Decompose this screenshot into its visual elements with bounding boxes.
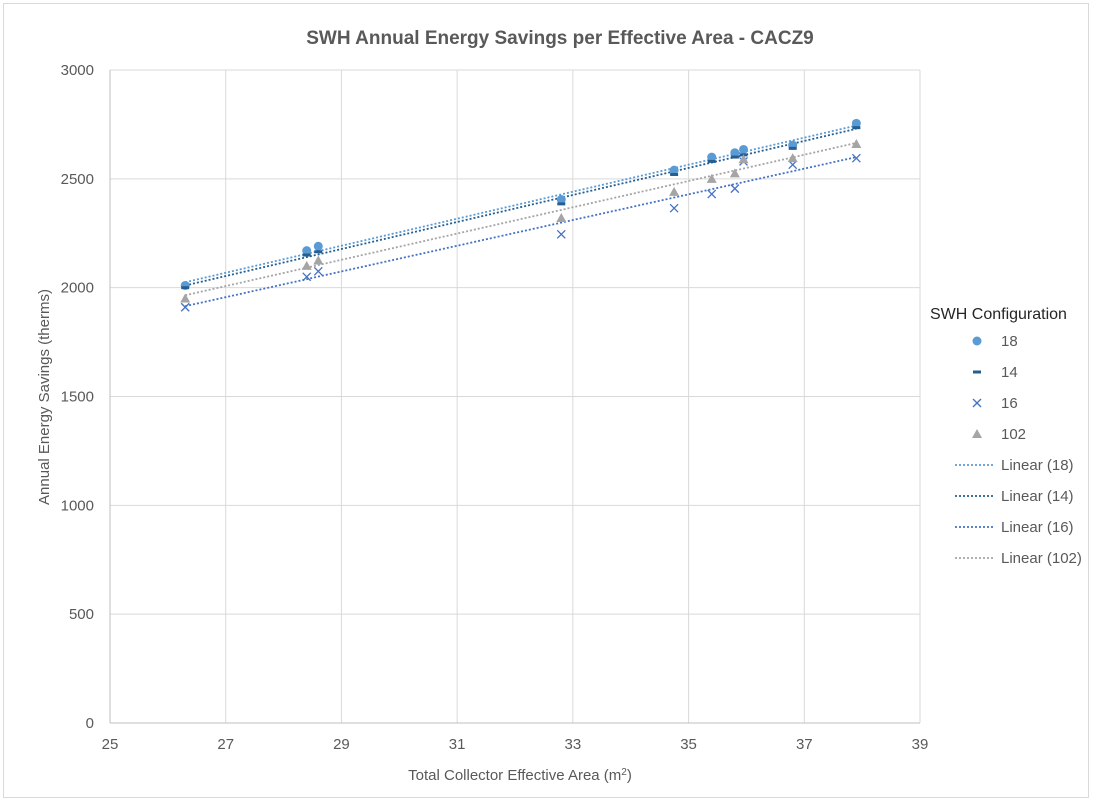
legend-label: 18	[1001, 333, 1018, 350]
legend-label: Linear (16)	[1001, 519, 1074, 536]
data-point-series-2	[314, 250, 323, 254]
data-point-series-4	[787, 153, 798, 163]
data-point-series-2	[788, 146, 797, 150]
legend-label: Linear (102)	[1001, 550, 1082, 567]
data-points	[180, 118, 862, 312]
grid	[110, 69, 921, 723]
data-point-series-1	[707, 152, 717, 162]
trendline-1	[185, 124, 857, 284]
y-tick-label: 2500	[61, 171, 94, 188]
data-point-series-3	[313, 266, 323, 276]
x-marker-stroke	[180, 302, 190, 312]
data-point-series-1	[556, 195, 566, 205]
x-marker-stroke	[707, 189, 717, 199]
legend-label: 16	[1001, 395, 1018, 412]
y-tick-label: 1500	[61, 389, 94, 406]
trendlines	[185, 124, 857, 308]
trendline-2	[185, 127, 857, 287]
data-point-series-3	[302, 272, 312, 282]
legend: SWH Configuration 18 14 16 102 Linear (18) Li…	[930, 306, 1082, 567]
x-tick-label: 37	[796, 736, 813, 753]
data-point-series-2	[557, 202, 566, 206]
legend-label: 14	[1001, 364, 1018, 381]
data-point-series-2	[730, 155, 739, 159]
x-marker-stroke	[313, 266, 323, 276]
data-point-series-1	[739, 144, 749, 154]
legend-marker-3	[972, 398, 982, 408]
data-point-series-1	[669, 165, 679, 175]
data-point-series-2	[670, 172, 679, 176]
x-tick-label: 27	[217, 736, 234, 753]
x-marker-stroke	[851, 153, 861, 163]
x-marker-stroke	[556, 229, 566, 239]
data-point-series-3	[180, 302, 190, 312]
axes: 0 500 1000 1500 2000 2500 3000 25 27 29 31 33 35 37 39	[61, 62, 929, 753]
trendline-3	[185, 156, 857, 308]
x-tick-label: 29	[333, 736, 350, 753]
y-tick-label: 0	[86, 715, 94, 732]
x-marker-stroke	[730, 184, 740, 194]
x-axis-label: Total Collector Effective Area (m2)	[408, 767, 632, 785]
data-point-series-4	[180, 293, 191, 303]
legend-marker-4	[972, 429, 982, 438]
y-tick-label: 1000	[61, 497, 94, 514]
data-point-series-4	[669, 186, 680, 196]
data-point-series-1	[302, 246, 312, 256]
x-marker-stroke	[302, 272, 312, 282]
x-tick-label: 35	[680, 736, 697, 753]
x-marker-stroke	[972, 398, 982, 408]
chart-title: SWH Annual Energy Savings per Effective …	[306, 28, 814, 49]
y-tick-label: 500	[69, 606, 94, 623]
trendline-4	[185, 142, 857, 297]
legend-label: 102	[1001, 426, 1026, 443]
y-tick-label: 2000	[61, 280, 94, 297]
y-axis-label: Annual Energy Savings (therms)	[36, 289, 53, 505]
data-point-series-2	[302, 253, 311, 257]
legend-title: SWH Configuration	[930, 306, 1067, 323]
x-tick-label: 39	[912, 736, 929, 753]
data-point-series-1	[851, 118, 861, 128]
x-tick-label: 25	[102, 736, 119, 753]
data-point-series-4	[706, 173, 717, 183]
data-point-series-4	[738, 154, 749, 164]
data-point-series-2	[181, 286, 190, 290]
legend-marker-2	[973, 370, 981, 374]
y-tick-label: 3000	[61, 62, 94, 79]
data-point-series-2	[852, 126, 861, 130]
x-tick-label: 31	[449, 736, 466, 753]
data-point-series-4	[313, 255, 324, 265]
data-point-series-1	[313, 241, 323, 251]
data-point-series-3	[730, 184, 740, 194]
data-point-series-3	[851, 153, 861, 163]
chart-frame	[3, 3, 1089, 798]
x-tick-label: 33	[565, 736, 582, 753]
data-point-series-2	[707, 159, 716, 163]
data-point-series-1	[730, 148, 740, 158]
data-point-series-4	[729, 168, 740, 178]
data-point-series-3	[707, 189, 717, 199]
legend-label: Linear (14)	[1001, 488, 1074, 505]
legend-label: Linear (18)	[1001, 457, 1074, 474]
x-marker-stroke	[669, 203, 679, 213]
data-point-series-3	[669, 203, 679, 213]
data-point-series-3	[556, 229, 566, 239]
data-point-series-4	[556, 213, 567, 223]
legend-marker-1	[972, 336, 982, 346]
data-point-series-4	[301, 260, 312, 270]
data-point-series-4	[851, 139, 862, 149]
